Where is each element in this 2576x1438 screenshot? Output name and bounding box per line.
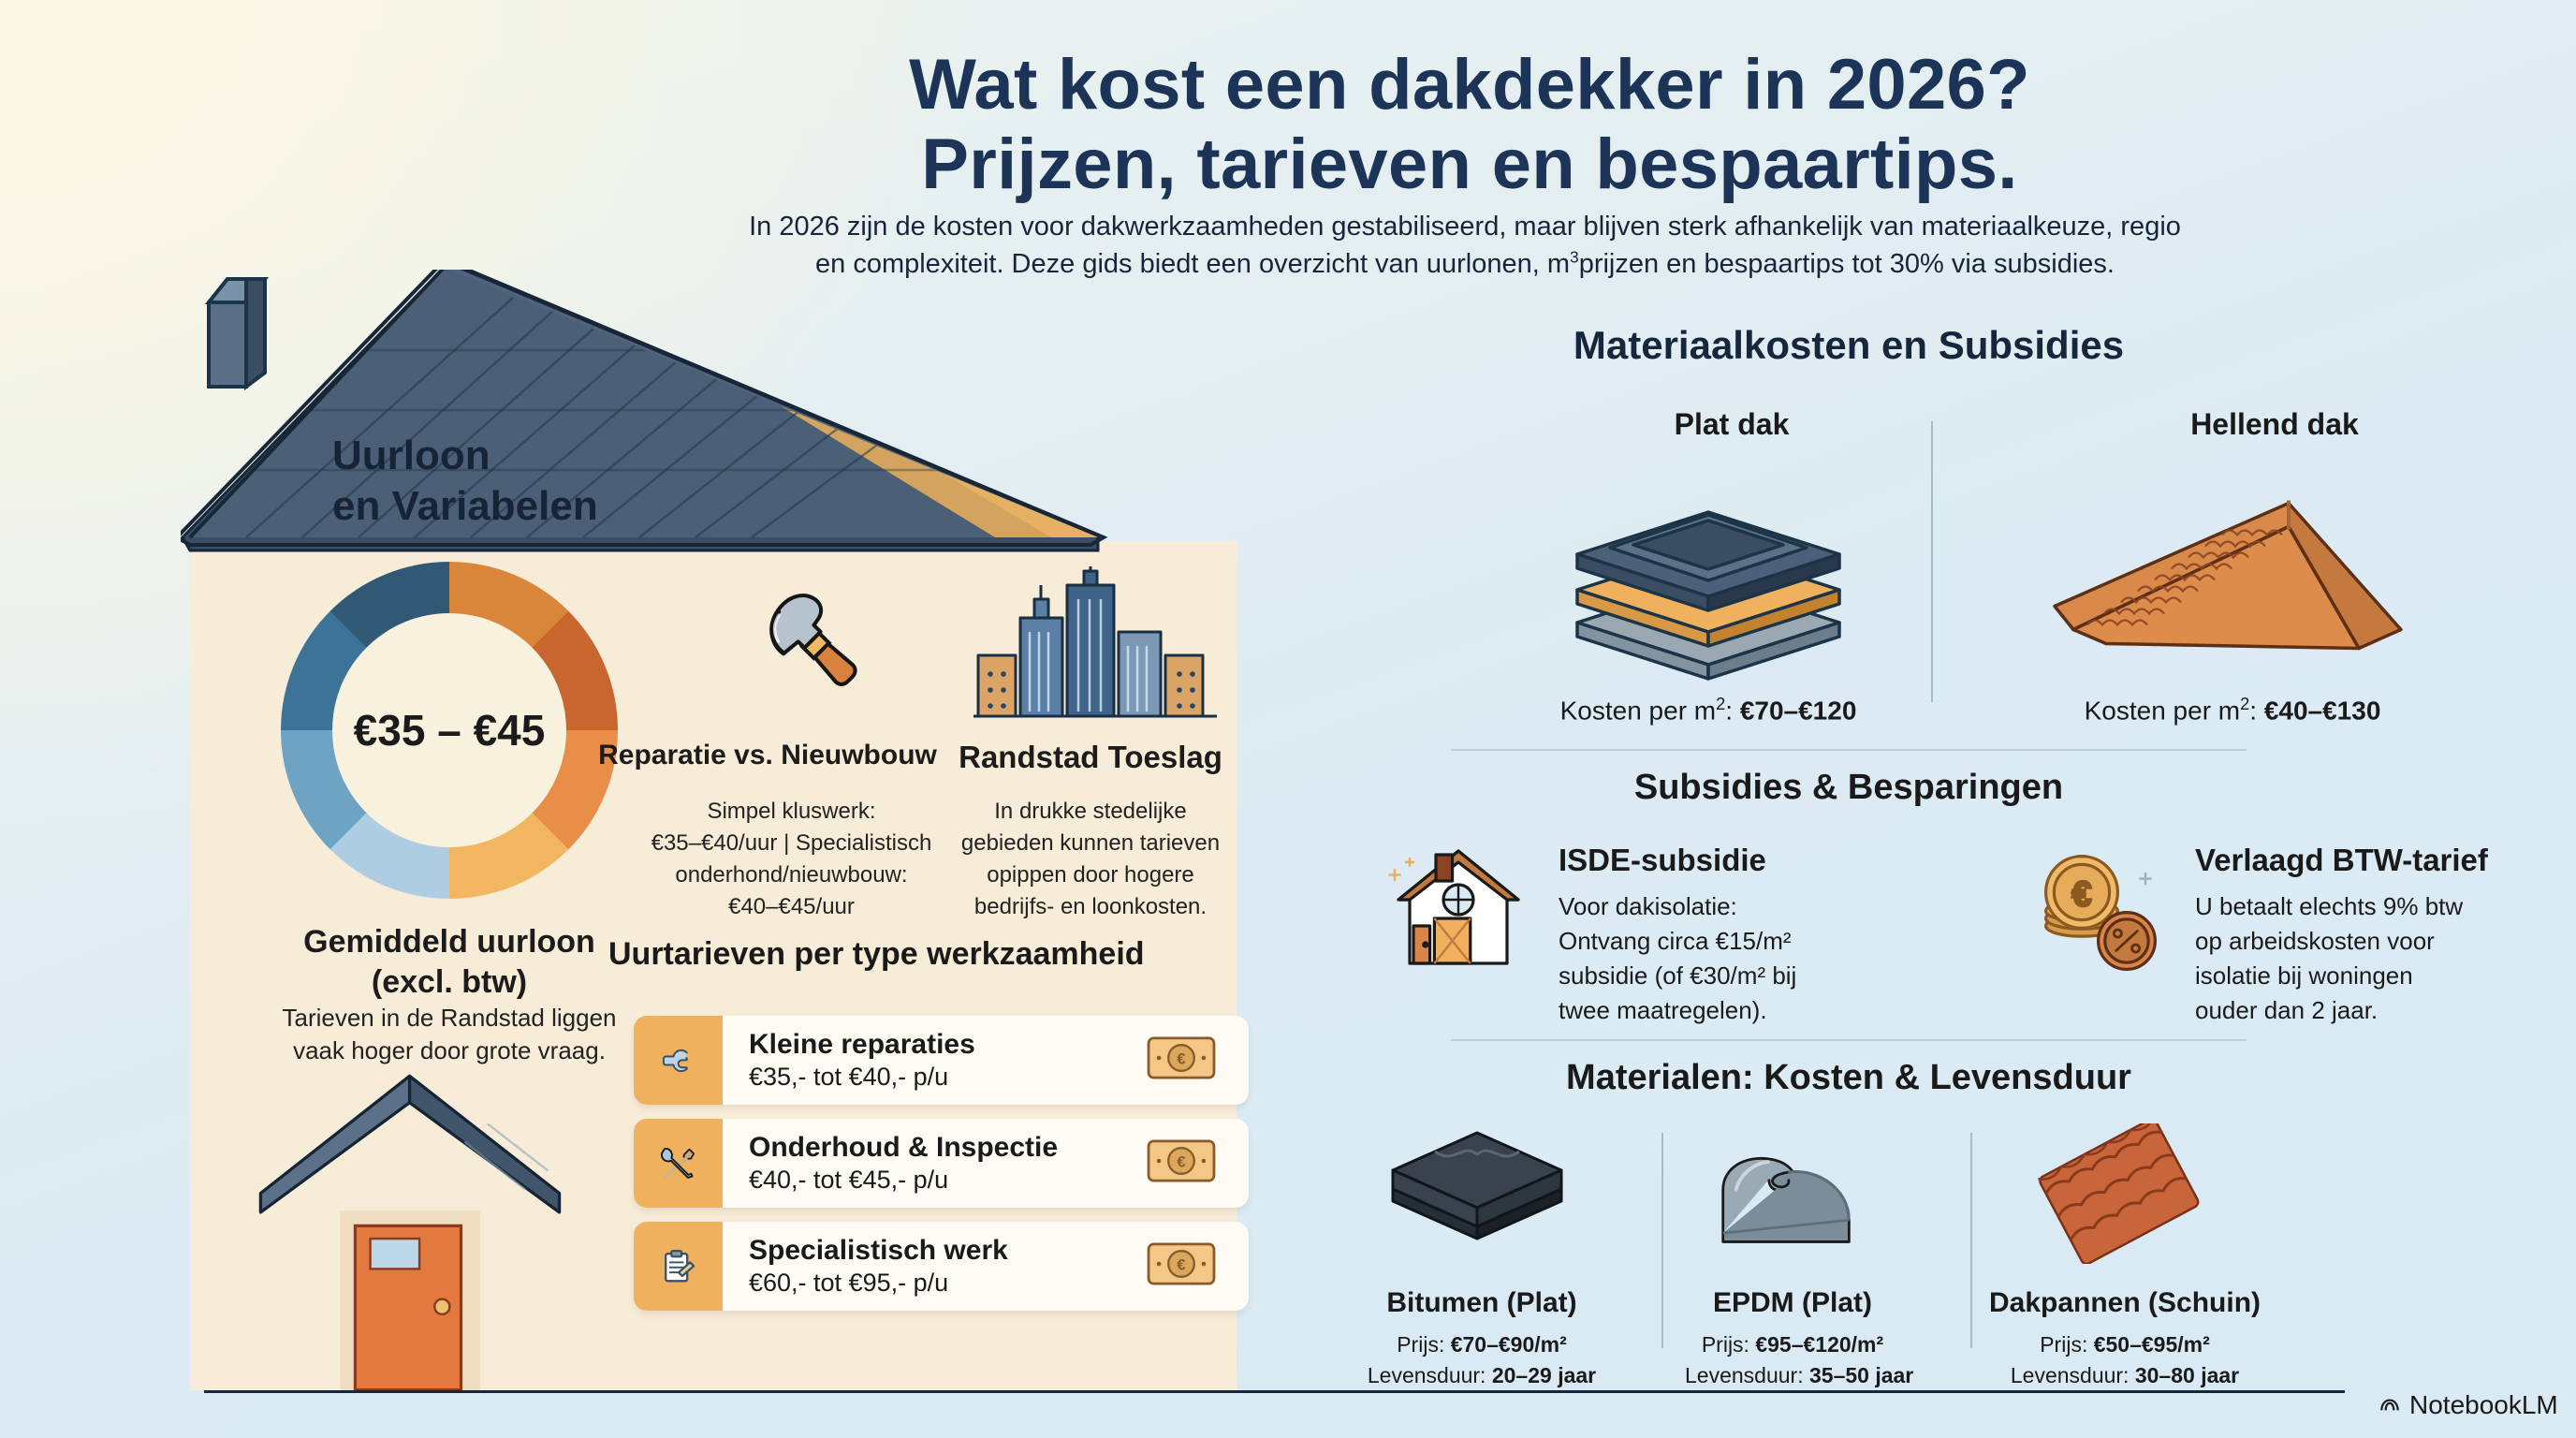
svg-text:€: € (1177, 1255, 1185, 1273)
svg-text:€: € (1177, 1152, 1185, 1170)
svg-text:€: € (2072, 874, 2091, 913)
svg-text:€: € (1177, 1049, 1185, 1067)
